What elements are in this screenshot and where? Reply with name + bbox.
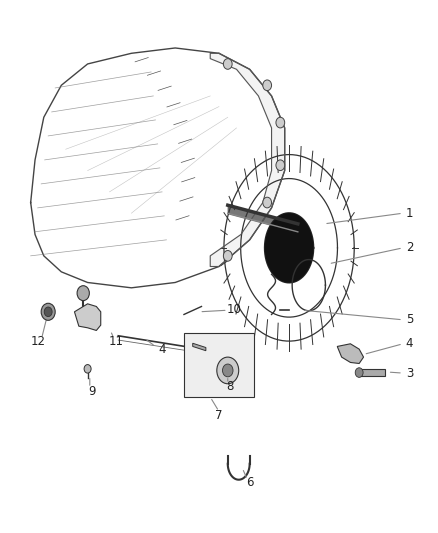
Circle shape bbox=[276, 160, 285, 171]
Polygon shape bbox=[193, 343, 206, 351]
Text: 9: 9 bbox=[88, 385, 96, 398]
Polygon shape bbox=[359, 369, 385, 376]
Circle shape bbox=[77, 286, 89, 301]
Bar bbox=[184, 333, 254, 397]
Circle shape bbox=[223, 364, 233, 377]
Text: 4: 4 bbox=[158, 343, 166, 356]
Text: 10: 10 bbox=[227, 303, 242, 316]
Polygon shape bbox=[74, 304, 101, 330]
Circle shape bbox=[217, 357, 239, 384]
Polygon shape bbox=[337, 344, 364, 364]
Text: 8: 8 bbox=[226, 380, 233, 393]
Text: 1: 1 bbox=[406, 207, 413, 220]
Text: 12: 12 bbox=[31, 335, 46, 348]
Text: 7: 7 bbox=[215, 409, 223, 422]
Text: 2: 2 bbox=[406, 241, 413, 254]
Circle shape bbox=[44, 307, 52, 317]
Circle shape bbox=[41, 303, 55, 320]
Text: 11: 11 bbox=[109, 335, 124, 348]
Text: 5: 5 bbox=[406, 313, 413, 326]
Circle shape bbox=[276, 117, 285, 128]
Text: 3: 3 bbox=[406, 367, 413, 379]
Text: 6: 6 bbox=[246, 476, 254, 489]
Polygon shape bbox=[210, 53, 285, 266]
Circle shape bbox=[263, 197, 272, 208]
Circle shape bbox=[223, 251, 232, 261]
Text: 4: 4 bbox=[406, 337, 413, 350]
Circle shape bbox=[263, 80, 272, 91]
Circle shape bbox=[223, 59, 232, 69]
Circle shape bbox=[84, 365, 91, 373]
Circle shape bbox=[355, 368, 363, 377]
Polygon shape bbox=[265, 213, 313, 282]
